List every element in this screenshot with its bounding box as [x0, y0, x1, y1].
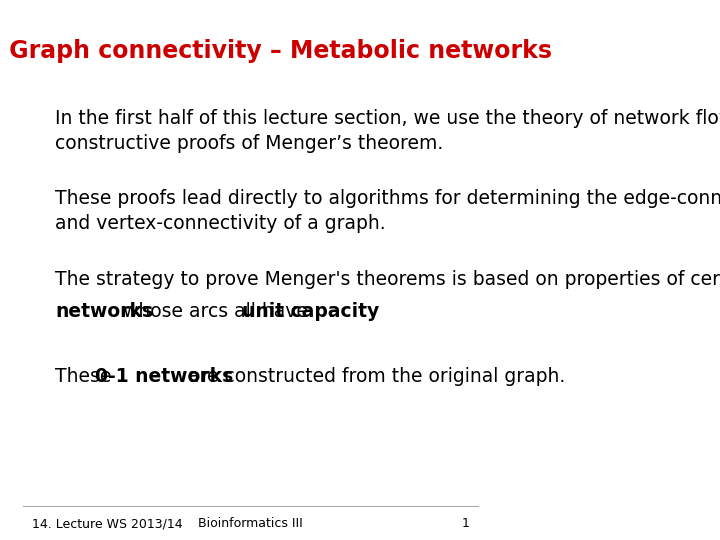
Text: Bioinformatics III: Bioinformatics III: [199, 517, 303, 530]
Text: These: These: [55, 367, 117, 386]
Text: These proofs lead directly to algorithms for determining the edge-connectivity
a: These proofs lead directly to algorithms…: [55, 190, 720, 233]
Text: unit capacity: unit capacity: [242, 302, 379, 321]
Text: V14 Graph connectivity – Metabolic networks: V14 Graph connectivity – Metabolic netwo…: [0, 39, 552, 63]
Text: are constructed from the original graph.: are constructed from the original graph.: [182, 367, 565, 386]
Text: 0-1 networks: 0-1 networks: [94, 367, 233, 386]
Text: The strategy to prove Menger's theorems is based on properties of certain: The strategy to prove Menger's theorems …: [55, 270, 720, 289]
Text: .: .: [328, 302, 334, 321]
Text: In the first half of this lecture section, we use the theory of network flows to: In the first half of this lecture sectio…: [55, 109, 720, 153]
Text: 14. Lecture WS 2013/14: 14. Lecture WS 2013/14: [32, 517, 183, 530]
Text: networks: networks: [55, 302, 153, 321]
Text: whose arcs all have: whose arcs all have: [117, 302, 314, 321]
Text: 1: 1: [462, 517, 469, 530]
